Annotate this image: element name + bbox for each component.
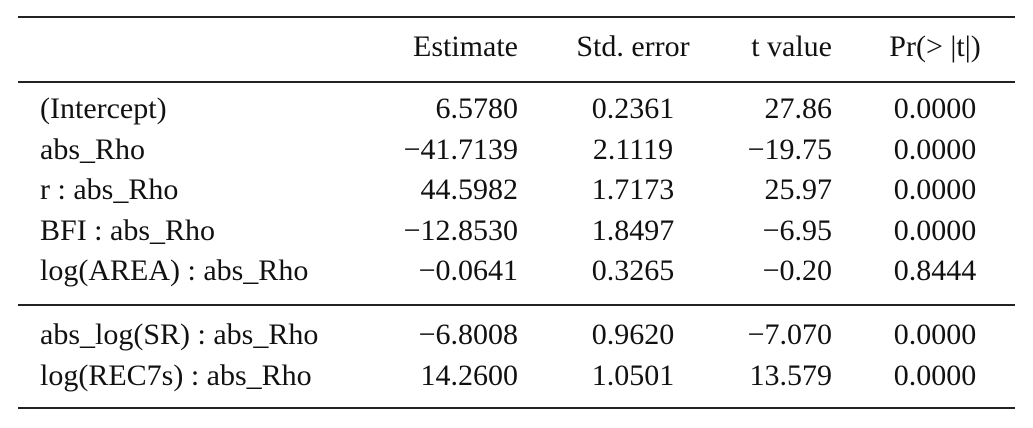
table-cell: −0.0641 — [418, 254, 518, 287]
table-cell: 2.1119 — [592, 132, 674, 166]
row-label: log(AREA) : abs_Rho — [40, 254, 309, 287]
group-rule — [18, 304, 1015, 306]
row-label: abs_Rho — [40, 132, 145, 166]
table-cell: 6.5780 — [435, 92, 519, 125]
table-cell: −7.070 — [747, 318, 832, 351]
table-cell: 0.2361 — [591, 92, 675, 125]
table-cell: 0.8444 — [893, 254, 977, 287]
table-cell: 25.97 — [764, 173, 833, 206]
column-header: Pr(> |t|) — [889, 30, 981, 63]
table-cell: −41.7139 — [403, 132, 518, 166]
table-cell: 0.0000 — [893, 132, 977, 166]
table-cell: 0.0000 — [893, 358, 977, 392]
top-rule — [18, 16, 1015, 18]
table-cell: −6.8008 — [418, 318, 518, 351]
table-cell: 44.5982 — [420, 173, 519, 206]
table-cell: 0.0000 — [893, 318, 977, 351]
table-cell: 1.7173 — [591, 173, 675, 206]
table-cell: −6.95 — [762, 213, 832, 247]
table-cell: 0.9620 — [591, 318, 675, 351]
table-cell: 0.0000 — [893, 92, 977, 125]
table-cell: 1.0501 — [591, 358, 675, 392]
row-label: (Intercept) — [40, 92, 167, 125]
row-label: BFI : abs_Rho — [40, 213, 216, 247]
table-cell: 14.2600 — [420, 358, 519, 392]
table-cell: −0.20 — [762, 254, 832, 287]
table-cell: 13.579 — [749, 358, 833, 392]
column-header: Std. error — [576, 30, 690, 63]
table-cell: 27.86 — [764, 92, 833, 125]
row-label: abs_log(SR) : abs_Rho — [40, 318, 319, 351]
table-cell: −12.8530 — [403, 213, 518, 247]
column-header: Estimate — [413, 30, 518, 63]
bottom-rule — [18, 407, 1015, 409]
header-rule — [18, 81, 1015, 83]
row-label: r : abs_Rho — [40, 173, 179, 206]
table-cell: −19.75 — [747, 132, 832, 166]
row-label: log(REC7s) : abs_Rho — [40, 358, 312, 392]
column-header: t value — [751, 30, 832, 63]
table-cell: 1.8497 — [591, 213, 675, 247]
table-cell: 0.3265 — [591, 254, 675, 287]
table-cell: 0.0000 — [893, 173, 977, 206]
table-cell: 0.0000 — [893, 213, 977, 247]
